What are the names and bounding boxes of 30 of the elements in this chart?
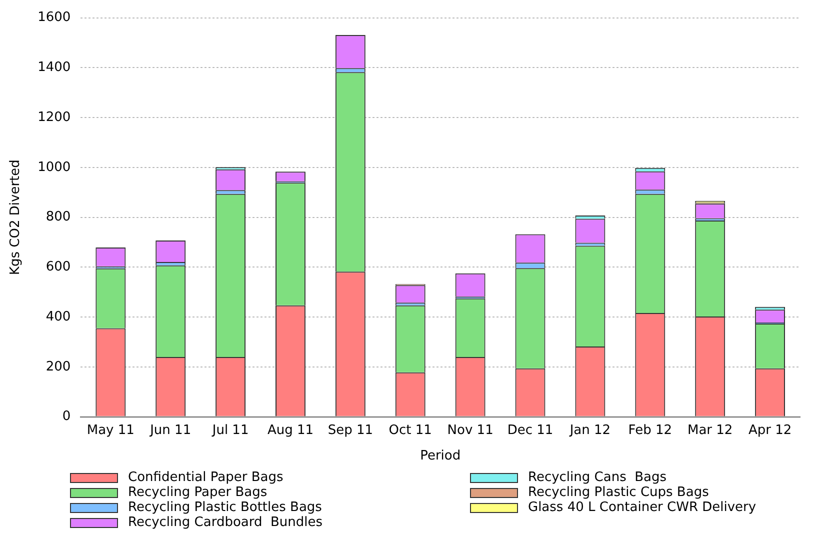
x-tick-label: Mar 12 — [687, 422, 733, 438]
legend-label: Recycling Paper Bags — [128, 485, 268, 500]
y-tick-label: 1000 — [38, 160, 71, 175]
y-tick-label: 600 — [46, 260, 71, 275]
y-tick-label: 1200 — [38, 110, 71, 125]
legend-label: Recycling Cardboard Bundles — [128, 515, 323, 530]
legend-label: Confidential Paper Bags — [128, 470, 284, 485]
y-tick-label: 800 — [46, 210, 71, 225]
y-axis-title: Kgs CO2 Diverted — [8, 160, 24, 276]
y-tick-label: 1600 — [38, 10, 71, 26]
legend-label: Recycling Plastic Cups Bags — [528, 485, 709, 500]
x-tick-label: Jun 11 — [149, 422, 192, 438]
legend-label: Recycling Cans Bags — [528, 470, 667, 485]
x-tick-label: Jan 12 — [568, 422, 611, 438]
x-tick-label: Nov 11 — [447, 422, 494, 438]
y-tick-label: 1400 — [38, 60, 71, 76]
y-tick-label: 400 — [46, 309, 71, 324]
x-tick-label: Oct 11 — [388, 422, 432, 438]
y-tick-label: 0 — [62, 409, 71, 424]
legend-label: Glass 40 L Container CWR Delivery — [528, 500, 756, 515]
x-axis-title: Period — [420, 448, 461, 464]
x-tick-label: May 11 — [86, 422, 134, 438]
y-tick-label: 200 — [46, 359, 71, 374]
x-tick-label: Feb 12 — [628, 422, 672, 438]
x-tick-label: Aug 11 — [267, 422, 314, 438]
x-tick-label: Jul 11 — [211, 422, 249, 438]
x-tick-label: Apr 12 — [748, 422, 792, 438]
x-tick-label: Sep 11 — [328, 422, 374, 438]
legend-label: Recycling Plastic Bottles Bags — [128, 500, 322, 515]
x-tick-label: Dec 11 — [507, 422, 554, 438]
